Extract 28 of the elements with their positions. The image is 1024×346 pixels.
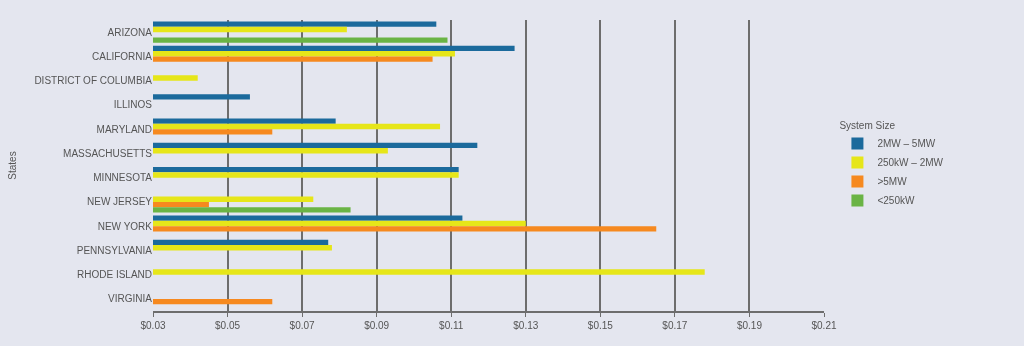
y-tick-label: PENNSYLVANIA: [76, 244, 153, 256]
legend-label: <250kW: [877, 195, 915, 207]
y-tick-label: NEW YORK: [97, 220, 153, 232]
legend-label: 2MW – 5MW: [877, 138, 936, 150]
x-tick-label: $0.15: [587, 319, 614, 331]
y-tick-label: MARYLAND: [96, 123, 152, 135]
x-tick-label: $0.17: [662, 319, 688, 331]
x-tick-label: $0.19: [736, 319, 763, 331]
x-tick-label: $0.13: [513, 319, 539, 331]
x-tick-label: $0.03: [140, 319, 166, 331]
x-tick-label: $0.09: [364, 319, 390, 331]
x-tick-label: $0.05: [215, 319, 241, 331]
y-tick-label: CALIFORNIA: [91, 50, 153, 62]
y-tick-label: DISTRICT OF COLUMBIA: [34, 75, 153, 87]
y-tick-label: ILLINOS: [113, 99, 153, 111]
y-tick-label: MASSACHUSETTS: [63, 147, 153, 159]
legend-title: System Size: [839, 120, 896, 131]
x-tick-label: $0.11: [439, 319, 464, 331]
x-tick-label: $0.21: [811, 319, 837, 331]
legend-label: 250kW – 2MW: [877, 157, 944, 169]
y-tick-label: MINNESOTA: [93, 172, 153, 184]
y-tick-label: RHODE ISLAND: [76, 269, 152, 281]
x-tick-label: $0.07: [289, 319, 316, 331]
y-tick-label: VIRGINIA: [108, 293, 153, 305]
y-tick-label: NEW JERSEY: [86, 196, 153, 208]
y-axis-title: States: [7, 151, 19, 180]
legend-label: >5MW: [877, 176, 908, 188]
y-tick-label: ARIZONA: [107, 26, 153, 38]
